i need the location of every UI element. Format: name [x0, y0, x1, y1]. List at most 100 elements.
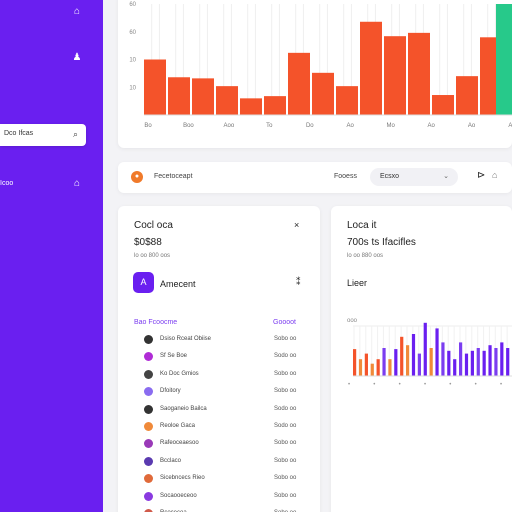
revenue-bar[interactable] [360, 21, 382, 115]
load-bar[interactable] [494, 348, 498, 376]
transaction-row[interactable]: Sicebncecs Rieo Sobo oo [118, 471, 320, 488]
transaction-row[interactable]: Socaooeceoo Sobo oo [118, 489, 320, 506]
home-icon[interactable]: ⌂ [73, 6, 81, 17]
x-tick-label: To [266, 123, 273, 129]
transaction-amount: Sobo oo [274, 336, 297, 342]
sidebar-section-label: Icoo [0, 180, 14, 187]
bank-icon[interactable]: ⌂ [73, 178, 81, 189]
revenue-bar[interactable] [312, 72, 334, 115]
revenue-bar[interactable] [432, 95, 454, 115]
load-bar[interactable] [482, 350, 486, 376]
transaction-name: Bcclaco [160, 457, 182, 464]
load-bar[interactable] [400, 336, 404, 376]
x-tick-label: • [348, 382, 350, 388]
y-tick-label: ooo [347, 318, 358, 324]
load-bar[interactable] [429, 348, 433, 376]
load-bar[interactable] [364, 353, 368, 376]
load-bar[interactable] [435, 328, 439, 376]
transaction-row[interactable]: Saoganeio Bailca Sodo oo [118, 402, 320, 419]
transaction-row[interactable]: Bcclaco Sobo oo [118, 454, 320, 471]
transaction-name: Sicebncecs Rieo [160, 475, 205, 482]
transaction-amount: Sobo oo [274, 388, 297, 395]
revenue-bar[interactable] [240, 98, 262, 115]
load-bar[interactable] [453, 359, 457, 376]
transaction-row[interactable]: Dsiso Rceat Obiise Sobo oo [118, 332, 320, 349]
filter-label: Fecetoceapt [154, 173, 193, 180]
list-header-right[interactable]: Goooot [273, 319, 296, 326]
load-bar[interactable] [441, 342, 445, 376]
card-subtitle: lo oo 800 oos [134, 253, 171, 259]
list-header-left[interactable]: Bao Fcoocme [134, 319, 178, 326]
revenue-bar[interactable] [384, 36, 406, 115]
x-tick-label: Ao [468, 123, 476, 129]
load-bar[interactable] [488, 345, 492, 376]
transaction-name: Rafeoceaesoo [160, 440, 199, 447]
x-tick-label: Bo [144, 123, 152, 129]
card-value: $0$88 [134, 237, 162, 248]
load-bar[interactable] [388, 359, 392, 376]
load-bar[interactable] [353, 349, 357, 376]
avatar [144, 439, 153, 449]
close-icon[interactable]: × [294, 220, 300, 230]
sidebar-search[interactable]: Dco Ifcas ⌕ [0, 124, 86, 146]
revenue-bar[interactable] [408, 32, 430, 115]
load-bar[interactable] [370, 363, 374, 376]
load-bar[interactable] [459, 342, 463, 376]
load-bar[interactable] [382, 348, 386, 376]
x-tick-label: • [373, 382, 375, 388]
x-tick-label: Ao [427, 123, 435, 129]
load-bar[interactable] [470, 350, 474, 376]
load-bar[interactable] [506, 348, 510, 376]
transaction-row[interactable]: Reoloe Gaca Sodo oo [118, 419, 320, 436]
x-tick-label: • [475, 382, 477, 388]
load-bar[interactable] [376, 359, 380, 376]
transaction-name: Dfoitory [160, 388, 181, 395]
revenue-bar[interactable] [264, 96, 286, 115]
people-icon[interactable]: ♟ [72, 52, 82, 63]
card-value: 700s ts Ifacifles [347, 237, 416, 248]
transaction-amount: Sobo oo [274, 510, 296, 512]
account-name[interactable]: Amecent [160, 279, 196, 289]
load-bar[interactable] [476, 348, 480, 376]
revenue-bar-highlight[interactable] [496, 4, 512, 115]
avatar [144, 335, 153, 344]
avatar [144, 369, 153, 379]
transaction-row[interactable]: Dfoitory Sobo oo [118, 384, 320, 401]
move-icon[interactable]: ⁑ [296, 277, 301, 287]
filter-select-value: Ecsxo [380, 173, 400, 180]
load-bar[interactable] [500, 342, 504, 376]
revenue-bar[interactable] [216, 86, 238, 115]
chevron-down-icon: ⌄ [443, 173, 449, 180]
filter-status-icon: ● [131, 171, 143, 183]
revenue-bar[interactable] [456, 76, 478, 115]
transaction-name: Socaooeceoo [160, 492, 197, 499]
transaction-row[interactable]: Rafeoceaesoo Sobo oo [118, 436, 320, 453]
search-icon[interactable]: ⌕ [72, 129, 78, 139]
revenue-bar[interactable] [336, 86, 358, 115]
transaction-row[interactable]: Sf Se Boe Sodo oo [118, 349, 320, 366]
transaction-row[interactable]: Rcocecoa Sobo oo [118, 506, 320, 512]
transaction-name: Rcocecoa [160, 510, 187, 512]
load-card: Loca it 700s ts Ifacifles lo oo 880 oos … [331, 206, 512, 512]
load-bar[interactable] [406, 345, 410, 376]
avatar [144, 421, 153, 431]
account-avatar: A [133, 272, 154, 293]
revenue-chart: 60 60 10 10 Bo Boo Aoo To Do Ao Mo Ao Ao Ao [129, 2, 512, 129]
revenue-bar[interactable] [144, 59, 166, 116]
revenue-bar[interactable] [192, 78, 214, 115]
load-bar[interactable] [423, 322, 427, 376]
play-icon[interactable]: ⊳ [477, 170, 486, 181]
filter-select[interactable]: Ecsxo ⌄ [370, 168, 458, 186]
load-bar[interactable] [394, 349, 398, 376]
load-bar[interactable] [417, 353, 421, 376]
load-bar[interactable] [411, 334, 416, 376]
bank-icon[interactable]: ⌂ [492, 170, 498, 180]
load-bar[interactable] [464, 353, 469, 376]
transaction-row[interactable]: Ko Doc Gmios Sobo oo [118, 367, 320, 384]
revenue-bar[interactable] [288, 52, 310, 115]
transaction-amount: Sobo oo [274, 492, 297, 499]
revenue-bar[interactable] [168, 77, 190, 115]
load-bar[interactable] [447, 350, 451, 376]
load-bar[interactable] [358, 359, 363, 376]
transaction-name: Reoloe Gaca [160, 422, 196, 429]
